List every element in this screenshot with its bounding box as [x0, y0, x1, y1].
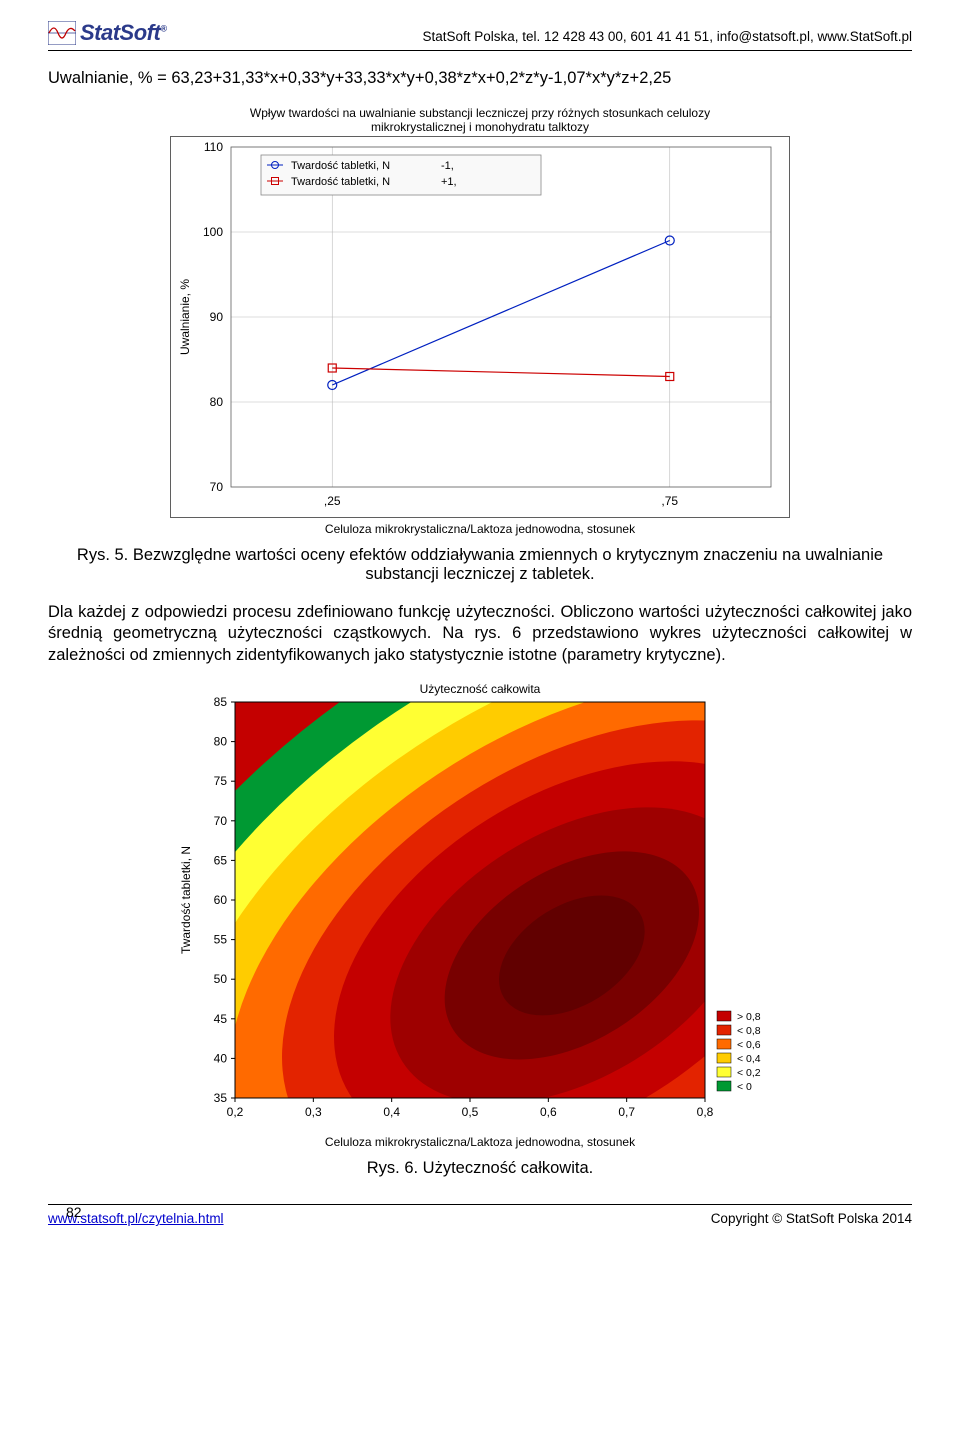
page-number: 82 [66, 1204, 82, 1220]
chart2-container: Użyteczność całkowita 35 40 45 50 55 60 65 70 75… [160, 682, 800, 1149]
svg-text:55: 55 [214, 933, 228, 947]
svg-text:90: 90 [210, 310, 224, 324]
svg-text:75: 75 [214, 775, 228, 789]
svg-text:+1,: +1, [441, 176, 457, 188]
svg-text:0,5: 0,5 [462, 1105, 479, 1119]
svg-text:70: 70 [214, 814, 228, 828]
svg-text:< 0,6: < 0,6 [737, 1039, 761, 1051]
fig6-caption: Rys. 6. Użyteczność całkowita. [48, 1159, 912, 1178]
svg-text:0,8: 0,8 [697, 1105, 714, 1119]
statsoft-wave-icon [48, 21, 76, 45]
page-header: StatSoft® StatSoft Polska, tel. 12 428 4… [48, 20, 912, 51]
chart1-xlabel: Celuloza mikrokrystaliczna/Laktoza jedno… [170, 522, 790, 536]
svg-text:0,4: 0,4 [383, 1105, 400, 1119]
svg-text:Uwalnianie, %: Uwalnianie, % [178, 279, 192, 355]
svg-text:0,6: 0,6 [540, 1105, 557, 1119]
chart1-frame: 70 80 90 100 110 ,25 ,75 Uwalnianie, % Twardość … [170, 136, 790, 518]
svg-text:50: 50 [214, 973, 228, 987]
svg-text:Twardość tabletki, N: Twardość tabletki, N [291, 176, 390, 188]
svg-text:35: 35 [214, 1091, 228, 1105]
chart2-svg: 35 40 45 50 55 60 65 70 75 80 85 0,2 0,3 0,4 0,5 0,6 0,7… [160, 696, 800, 1126]
svg-text:85: 85 [214, 696, 228, 709]
formula-line: Uwalnianie, % = 63,23+31,33*x+0,33*y+33,… [48, 69, 912, 88]
svg-text:< 0,4: < 0,4 [737, 1053, 761, 1065]
logo-text: StatSoft® [80, 20, 166, 46]
svg-text:< 0,8: < 0,8 [737, 1025, 761, 1037]
svg-text:Twardość tabletki, N: Twardość tabletki, N [179, 846, 193, 954]
svg-text:110: 110 [204, 140, 223, 154]
footer-copyright: Copyright © StatSoft Polska 2014 [711, 1211, 912, 1226]
svg-text:-1,: -1, [441, 160, 454, 172]
logo: StatSoft® [48, 20, 166, 46]
svg-text:0,7: 0,7 [618, 1105, 635, 1119]
fig5-caption: Rys. 5. Bezwzględne wartości oceny efekt… [48, 546, 912, 584]
svg-text:40: 40 [214, 1052, 228, 1066]
svg-text:100: 100 [203, 225, 223, 239]
svg-text:< 0: < 0 [737, 1081, 752, 1093]
chart2-xlabel: Celuloza mikrokrystaliczna/Laktoza jedno… [160, 1135, 800, 1149]
svg-text:,25: ,25 [324, 494, 341, 508]
chart1-container: Wpływ twardości na uwalnianie substancji… [170, 106, 790, 536]
svg-text:Twardość tabletki, N: Twardość tabletki, N [291, 160, 390, 172]
chart2-title: Użyteczność całkowita [160, 682, 800, 696]
svg-text:65: 65 [214, 854, 228, 868]
header-contact: StatSoft Polska, tel. 12 428 43 00, 601 … [422, 29, 912, 46]
svg-text:0,3: 0,3 [305, 1105, 322, 1119]
svg-text:80: 80 [210, 395, 224, 409]
chart1-svg: 70 80 90 100 110 ,25 ,75 Uwalnianie, % Twardość … [171, 137, 791, 517]
svg-text:70: 70 [210, 480, 224, 494]
svg-text:45: 45 [214, 1012, 228, 1026]
chart1-title: Wpływ twardości na uwalnianie substancji… [170, 106, 790, 134]
svg-text:< 0,2: < 0,2 [737, 1067, 761, 1079]
page-footer: www.statsoft.pl/czytelnia.html Copyright… [48, 1204, 912, 1226]
svg-text:80: 80 [214, 735, 228, 749]
svg-text:0,2: 0,2 [227, 1105, 244, 1119]
svg-text:60: 60 [214, 893, 228, 907]
svg-text:,75: ,75 [661, 494, 678, 508]
body-paragraph: Dla każdej z odpowiedzi procesu zdefinio… [48, 602, 912, 666]
svg-text:> 0,8: > 0,8 [737, 1011, 761, 1023]
